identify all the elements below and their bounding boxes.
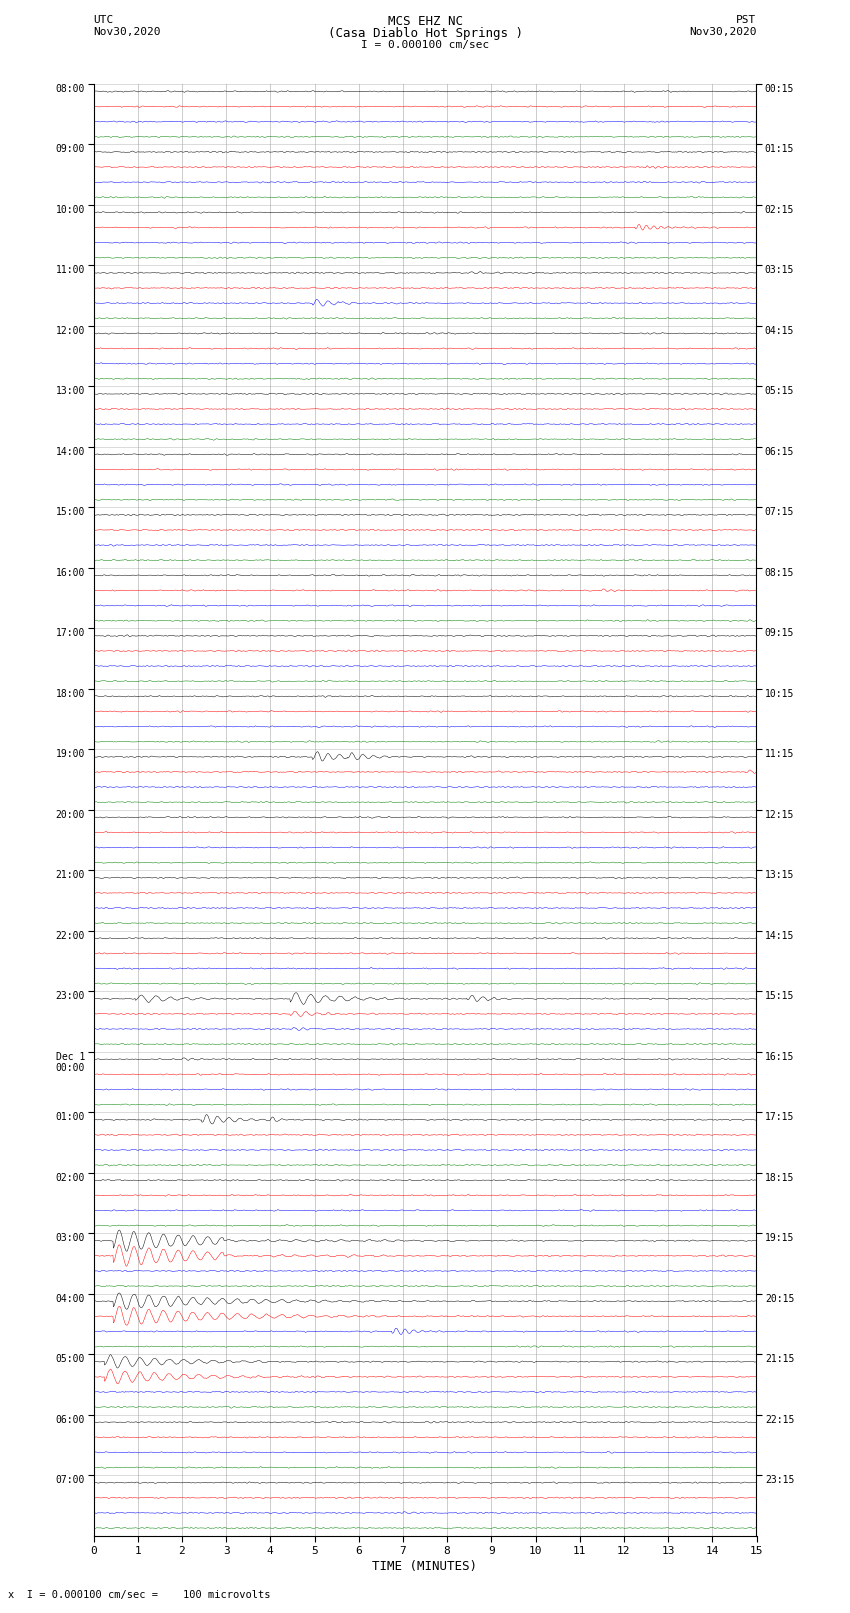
Text: PST: PST <box>736 16 756 26</box>
Text: Nov30,2020: Nov30,2020 <box>689 27 756 37</box>
Text: Nov30,2020: Nov30,2020 <box>94 27 161 37</box>
Text: MCS EHZ NC: MCS EHZ NC <box>388 16 462 29</box>
Text: I = 0.000100 cm/sec: I = 0.000100 cm/sec <box>361 40 489 50</box>
X-axis label: TIME (MINUTES): TIME (MINUTES) <box>372 1560 478 1573</box>
Text: (Casa Diablo Hot Springs ): (Casa Diablo Hot Springs ) <box>327 27 523 40</box>
Text: UTC: UTC <box>94 16 114 26</box>
Text: x  I = 0.000100 cm/sec =    100 microvolts: x I = 0.000100 cm/sec = 100 microvolts <box>8 1590 271 1600</box>
